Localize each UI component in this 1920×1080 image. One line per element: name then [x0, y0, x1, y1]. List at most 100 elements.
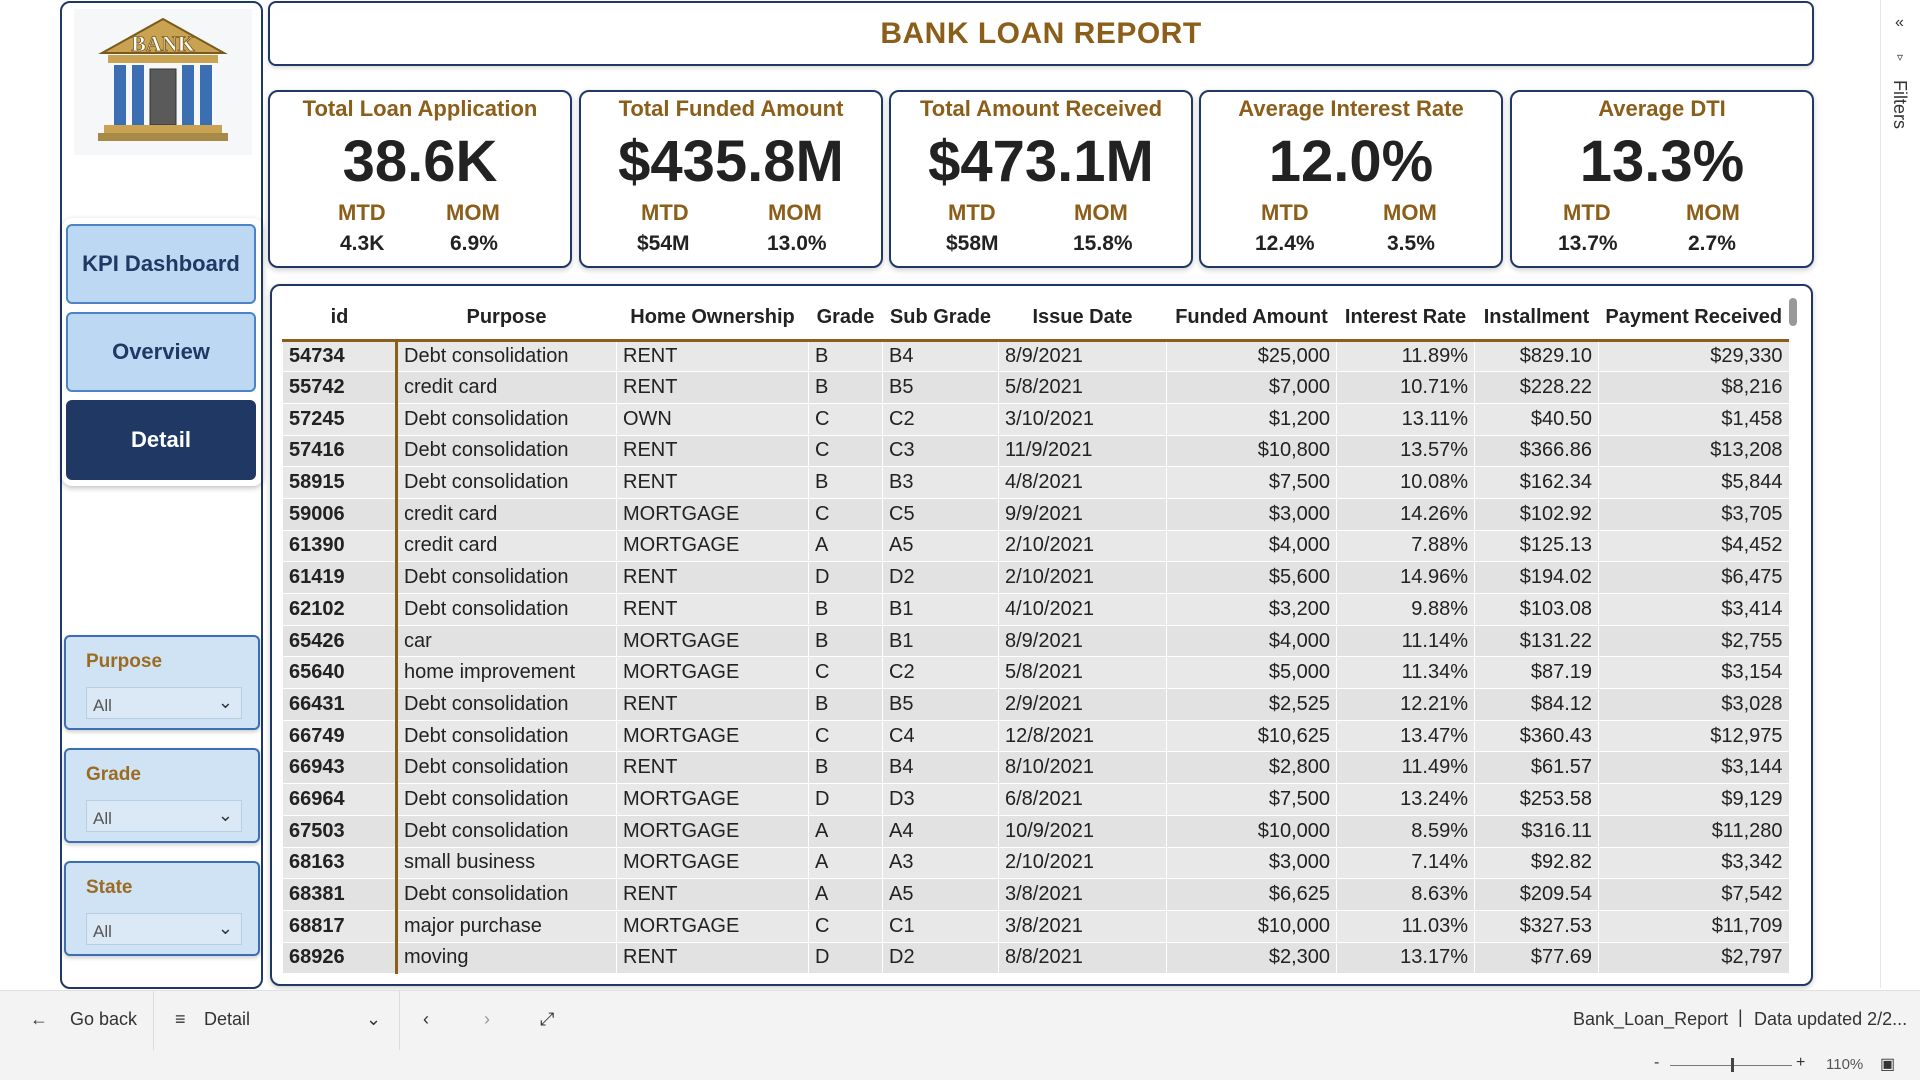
fit-to-page-icon[interactable]: ⤢	[540, 1009, 555, 1029]
column-header[interactable]: Grade	[808, 296, 883, 342]
table-cell: 57416	[282, 435, 398, 468]
purpose-dropdown[interactable]: All ⌄	[86, 687, 242, 719]
table-row[interactable]: 66943 Debt consolidation RENT B B4 8/10/2021 $…	[282, 751, 1789, 785]
table-row[interactable]: 66964 Debt consolidation MORTGAGE D D3 6/8/20…	[282, 783, 1789, 816]
table-row[interactable]: 55742 credit card RENT B B5 5/8/2021 $7,000 10.…	[282, 371, 1789, 404]
table-row[interactable]: 62102 Debt consolidation RENT B B1 4/10/2021 $…	[282, 593, 1789, 626]
bank-logo: BANK	[74, 9, 252, 155]
table-cell: 68163	[282, 847, 398, 880]
nav-detail-button[interactable]: Detail	[66, 400, 256, 480]
kpi-mtd-value: 12.4%	[1255, 232, 1315, 255]
table-cell: $3,200	[1166, 593, 1337, 626]
filters-label[interactable]: Filters	[1890, 80, 1910, 129]
go-back-button[interactable]: Go back	[70, 1009, 138, 1029]
table-row[interactable]: 68817 major purchase MORTGAGE C C1 3/8/2021 $1…	[282, 910, 1789, 943]
table-cell: RENT	[616, 435, 809, 468]
table-row[interactable]: 67503 Debt consolidation MORTGAGE A A4 10/9/2…	[282, 815, 1789, 848]
table-row[interactable]: 65640 home improvement MORTGAGE C C2 5/8/2021…	[282, 656, 1789, 690]
table-cell: $3,705	[1598, 498, 1789, 531]
column-header[interactable]: Issue Date	[998, 296, 1167, 342]
kpi-mtd-value: $58M	[946, 232, 999, 255]
column-header[interactable]: Purpose	[396, 296, 617, 342]
table-cell: $12,975	[1598, 720, 1789, 753]
table-row[interactable]: 68163 small business MORTGAGE A A3 2/10/2021 $…	[282, 847, 1789, 880]
page-selector[interactable]: Detail	[204, 1009, 251, 1029]
table-row[interactable]: 61390 credit card MORTGAGE A A5 2/10/2021 $4,0…	[282, 530, 1789, 563]
table-cell: C4	[882, 720, 999, 753]
column-header[interactable]: Interest Rate	[1336, 296, 1475, 342]
table-cell: $61.57	[1474, 751, 1599, 785]
table-row[interactable]: 66749 Debt consolidation MORTGAGE C C4 12/8/2…	[282, 720, 1789, 753]
previous-page-icon[interactable]: ‹	[423, 1009, 429, 1029]
table-cell: A	[808, 530, 883, 563]
table-cell: 11.34%	[1336, 656, 1475, 690]
table-cell: Debt consolidation	[396, 561, 617, 594]
kpi-mom-label: MOM	[1383, 200, 1437, 225]
nav-overview-button[interactable]: Overview	[66, 312, 256, 392]
column-header[interactable]: Sub Grade	[882, 296, 999, 342]
column-header[interactable]: id	[282, 296, 397, 342]
column-header[interactable]: Payment Received	[1598, 296, 1789, 342]
table-cell: 14.96%	[1336, 561, 1475, 594]
table-row[interactable]: 54734 Debt consolidation RENT B B4 8/9/2021 $2…	[282, 340, 1789, 373]
data-updated-text[interactable]: Data updated 2/2...	[1754, 1009, 1908, 1029]
table-row[interactable]: 58915 Debt consolidation RENT B B3 4/8/2021 $7…	[282, 466, 1789, 499]
table-row[interactable]: 65426 car MORTGAGE B B1 8/9/2021 $4,000 11.14% $…	[282, 625, 1789, 658]
table-cell: C	[808, 720, 883, 753]
table-cell: $829.10	[1474, 340, 1599, 373]
column-header[interactable]: Installment	[1474, 296, 1599, 342]
kpi-value: 13.3%	[1579, 129, 1745, 194]
table-row[interactable]: 61419 Debt consolidation RENT D D2 2/10/2021 $…	[282, 561, 1789, 594]
dropdown-value: All	[93, 696, 112, 715]
table-cell: $40.50	[1474, 403, 1599, 436]
zoom-in-button[interactable]: +	[1796, 1054, 1806, 1071]
table-row[interactable]: 68926 moving RENT D D2 8/8/2021 $2,300 13.17% $7…	[282, 942, 1789, 975]
zoom-slider-thumb[interactable]	[1731, 1058, 1734, 1072]
table-cell: B	[808, 371, 883, 404]
table-cell: 5/8/2021	[998, 656, 1167, 690]
report-header: BANK LOAN REPORT	[268, 1, 1814, 66]
table-cell: Debt consolidation	[396, 340, 617, 373]
table-cell: A4	[882, 815, 999, 848]
table-cell: A	[808, 815, 883, 848]
next-page-icon[interactable]: ›	[484, 1009, 490, 1029]
table-cell: 14.26%	[1336, 498, 1475, 531]
chevron-down-icon[interactable]: ⌄	[366, 1009, 382, 1029]
table-row[interactable]: 68381 Debt consolidation RENT A A5 3/8/2021 $6…	[282, 878, 1789, 911]
vertical-scrollbar[interactable]	[1789, 298, 1797, 326]
kpi-mom-label: MOM	[446, 200, 500, 225]
table-cell: MORTGAGE	[616, 910, 809, 943]
zoom-out-button[interactable]: -	[1654, 1054, 1660, 1071]
column-header[interactable]: Funded Amount	[1166, 296, 1337, 342]
grade-dropdown[interactable]: All ⌄	[86, 800, 242, 832]
table-cell: $5,600	[1166, 561, 1337, 594]
arrow-left-icon[interactable]: ←	[30, 1009, 48, 1029]
column-header[interactable]: Home Ownership	[616, 296, 809, 342]
nav-kpi-dashboard-button[interactable]: KPI Dashboard	[66, 224, 256, 304]
table-cell: $366.86	[1474, 435, 1599, 468]
table-cell: RENT	[616, 466, 809, 499]
table-row[interactable]: 57245 Debt consolidation OWN C C2 3/10/2021 $1…	[282, 403, 1789, 436]
table-cell: 7.14%	[1336, 847, 1475, 880]
table-cell: D2	[882, 561, 999, 594]
table-cell: RENT	[616, 593, 809, 626]
data-table: id Purpose Home Ownership Grade Sub Grade Iss…	[282, 296, 1789, 975]
table-cell: C	[808, 403, 883, 436]
table-cell: 54734	[282, 340, 398, 373]
state-dropdown[interactable]: All ⌄	[86, 913, 242, 945]
table-cell: $10,000	[1166, 910, 1337, 943]
table-cell: C	[808, 656, 883, 690]
table-row[interactable]: 57416 Debt consolidation RENT C C3 11/9/2021 $…	[282, 435, 1789, 468]
table-cell: 13.57%	[1336, 435, 1475, 468]
table-cell: 66749	[282, 720, 398, 753]
table-cell: C5	[882, 498, 999, 531]
table-cell: $2,800	[1166, 751, 1337, 785]
table-row[interactable]: 59006 credit card MORTGAGE C C5 9/9/2021 $3,00…	[282, 498, 1789, 531]
table-cell: 58915	[282, 466, 398, 499]
table-cell: MORTGAGE	[616, 530, 809, 563]
collapse-filters-icon[interactable]: «	[1895, 14, 1904, 31]
table-cell: $92.82	[1474, 847, 1599, 880]
table-cell: 61419	[282, 561, 398, 594]
table-row[interactable]: 66431 Debt consolidation RENT B B5 2/9/2021 $2…	[282, 688, 1789, 721]
fit-to-window-icon[interactable]: ▣	[1880, 1056, 1896, 1073]
